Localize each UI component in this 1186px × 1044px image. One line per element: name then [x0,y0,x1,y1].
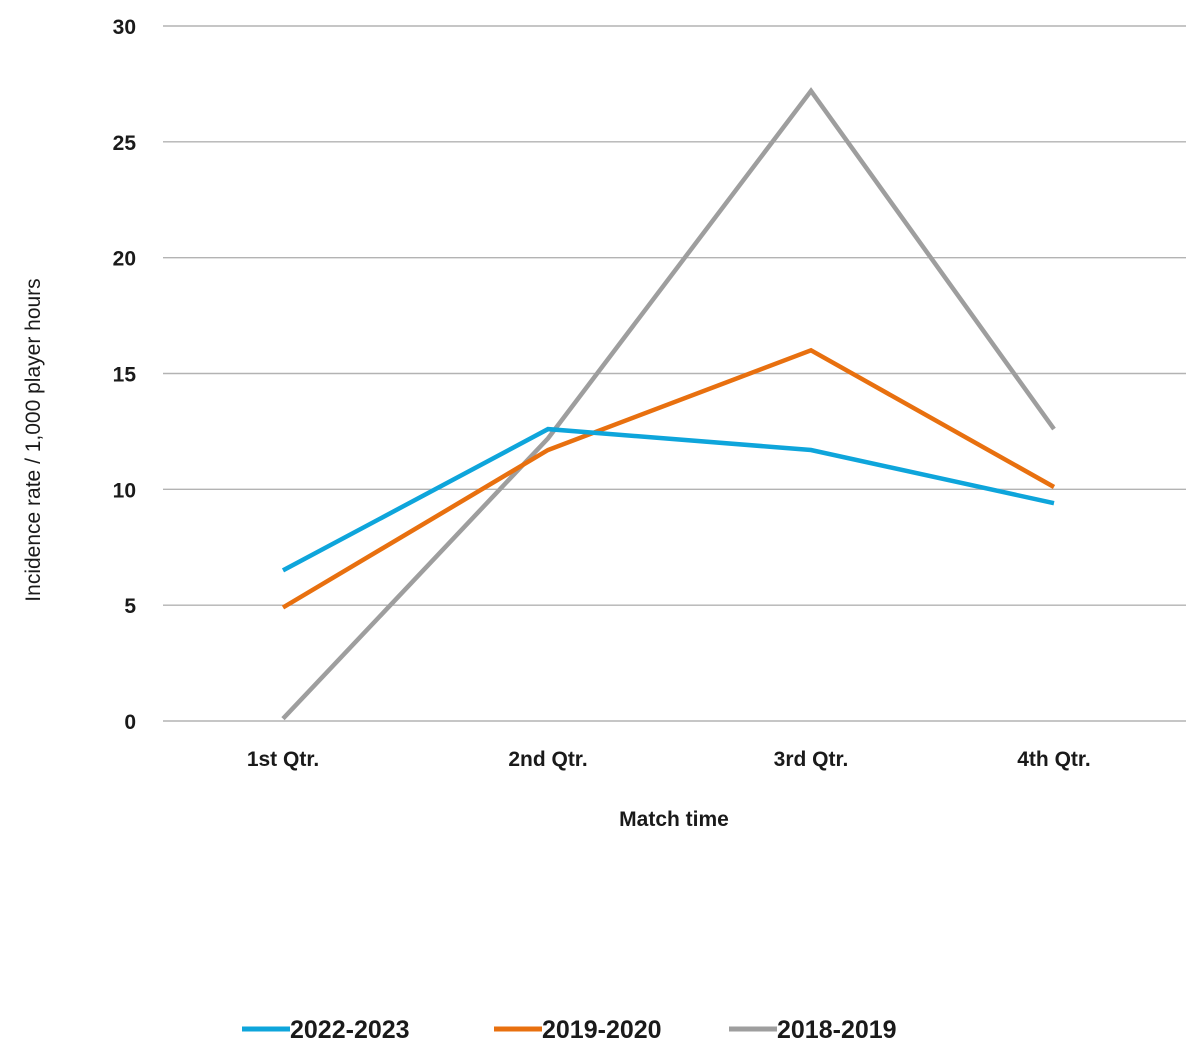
y-tick-label: 20 [113,248,136,271]
legend-label-2019-2020: 2019-2020 [542,1016,662,1044]
legend-label-2018-2019: 2018-2019 [777,1016,897,1044]
legend: 2022-2023 2019-2020 2018-2019 [242,1016,897,1044]
series-line-2022-2023 [281,426,1055,573]
series-lines [281,87,1056,721]
x-tick-label: 1st Qtr. [247,748,319,771]
y-tick-label: 0 [124,711,136,734]
x-tick-label: 4th Qtr. [1017,748,1091,771]
legend-label-2022-2023: 2022-2023 [290,1016,410,1044]
y-tick-label: 30 [113,16,136,39]
x-axis-title: Match time [619,808,729,831]
y-axis-ticks: 0 5 10 15 20 25 30 [113,16,137,734]
x-tick-label: 2nd Qtr. [508,748,587,771]
y-tick-label: 25 [113,132,137,155]
y-tick-label: 15 [113,364,137,387]
x-tick-label: 3rd Qtr. [774,748,849,771]
series-line-2019-2020 [281,347,1056,610]
series-line-2018-2019 [281,87,1056,721]
y-tick-label: 10 [113,479,136,502]
y-axis-title: Incidence rate / 1,000 player hours [22,278,45,601]
y-tick-label: 5 [124,595,136,618]
x-axis-ticks: 1st Qtr. 2nd Qtr. 3rd Qtr. 4th Qtr. [247,748,1091,771]
gridlines [163,25,1186,722]
